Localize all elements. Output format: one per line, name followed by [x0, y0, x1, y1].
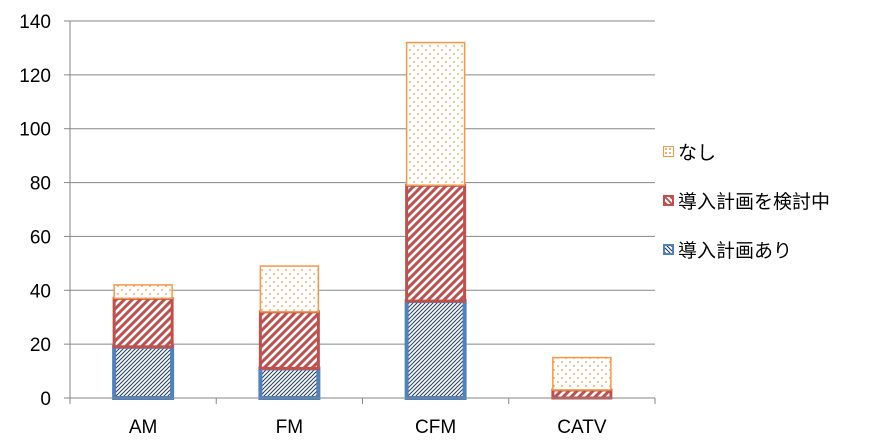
y-tick-label: 100 [19, 120, 51, 141]
bar-segment-catv-series-1 [551, 388, 613, 400]
x-tick-label: AM [129, 417, 158, 438]
y-tick-label: 80 [30, 174, 51, 195]
bar-segment-cfm-series-2 [405, 41, 466, 187]
axes [64, 20, 656, 404]
bars [112, 41, 613, 401]
x-tick-label: CFM [415, 417, 456, 438]
bar-segment-fm-series-2 [259, 265, 320, 313]
legend-label: 導入計画あり [678, 239, 793, 262]
bar-segment-cfm-series-0 [404, 299, 467, 400]
y-tick-label: 40 [30, 281, 51, 302]
bar-segment-am-series-0 [112, 344, 175, 401]
legend-swatch [663, 145, 674, 157]
legend-swatch [663, 243, 674, 255]
legend-item: 導入計画を検討中 [663, 189, 831, 213]
legend-item: なし [663, 140, 830, 164]
x-tick-label: FM [276, 417, 303, 438]
legend-swatch [663, 194, 674, 206]
legend-label: 導入計画を検討中 [678, 190, 831, 213]
y-tick-label: 20 [30, 335, 51, 356]
x-tick-label: CATV [557, 417, 607, 438]
legend-label: なし [678, 141, 717, 164]
y-tick-label: 0 [40, 389, 51, 410]
bar-segment-cfm-series-1 [405, 183, 467, 303]
legend: なし導入計画を検討中 導入計画あり [663, 140, 830, 287]
y-tick-label: 120 [19, 66, 51, 87]
y-tick-label: 140 [19, 12, 51, 33]
bar-segment-fm-series-1 [258, 310, 320, 370]
bar-segment-am-series-2 [113, 284, 173, 300]
bar-segment-catv-series-2 [552, 356, 612, 391]
legend-item: 導入計画あり [663, 238, 830, 262]
x-axis-ticks: AM FM CFM CATV [129, 417, 607, 438]
y-axis-ticks: 0 20 40 60 80 100 120 140 [19, 12, 51, 410]
bar-segment-fm-series-0 [258, 366, 321, 400]
y-tick-label: 60 [30, 227, 51, 248]
bar-segment-am-series-1 [112, 296, 174, 349]
